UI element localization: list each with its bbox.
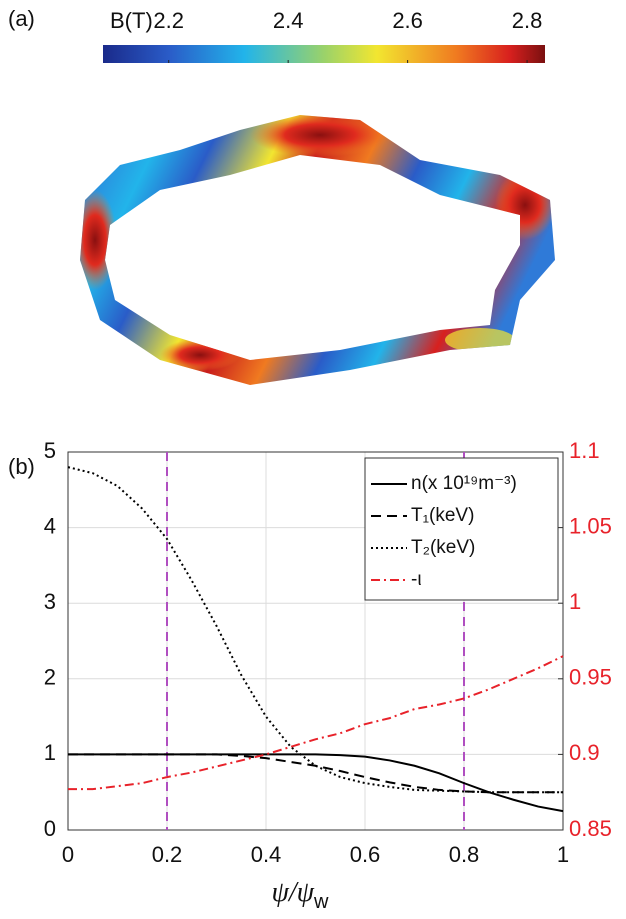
y-tick-label: 0 <box>44 816 56 841</box>
colorbar-tick-label: 2.2 <box>153 8 184 33</box>
y-tick-label: 5 <box>44 438 56 463</box>
plot-frame <box>67 451 564 831</box>
x-tick-label: 0.6 <box>350 842 381 867</box>
torus-surface <box>80 115 555 385</box>
colorbar-tick-label: 2.8 <box>512 8 543 33</box>
x-tick-label: 0.4 <box>251 842 282 867</box>
y-tick-label: 1 <box>44 740 56 765</box>
series-line <box>68 655 564 791</box>
colorbar-tick-label: 2.4 <box>273 8 304 33</box>
x-label-main: ψ/ψ <box>271 877 314 908</box>
x-tick-label: 0.2 <box>152 842 183 867</box>
y-tick-label: 4 <box>44 513 56 538</box>
y-tick-label: 3 <box>44 589 56 614</box>
colorbar <box>103 45 545 63</box>
y2-tick-label: 1 <box>569 589 581 614</box>
colorbar-tick-label: 2.6 <box>392 8 423 33</box>
y2-tick-label: 0.9 <box>569 740 600 765</box>
y-tick-label: 2 <box>44 665 56 690</box>
x-axis-label: ψ/ψw <box>271 877 329 913</box>
y2-tick-label: 1.05 <box>569 513 612 538</box>
x-tick-label: 0 <box>62 842 74 867</box>
legend-label: -ι <box>411 569 422 590</box>
series-line <box>68 753 564 813</box>
x-tick-label: 0.8 <box>449 842 480 867</box>
y2-tick-label: 0.95 <box>569 665 612 690</box>
legend-label: n(x 10¹⁹m⁻³) <box>411 473 517 494</box>
x-label-sub: w <box>313 891 329 913</box>
panel-label: (b) <box>8 454 35 479</box>
x-tick-label: 1 <box>557 842 569 867</box>
legend-box <box>364 457 559 601</box>
colorbar-label: B(T) <box>110 8 153 33</box>
legend-label: T₂(keV) <box>411 537 475 558</box>
y2-tick-label: 0.85 <box>569 816 612 841</box>
y2-tick-label: 1.1 <box>569 438 600 463</box>
series-line <box>68 753 563 794</box>
legend-label: T₁(keV) <box>411 505 474 526</box>
panel-label: (a) <box>8 6 35 31</box>
